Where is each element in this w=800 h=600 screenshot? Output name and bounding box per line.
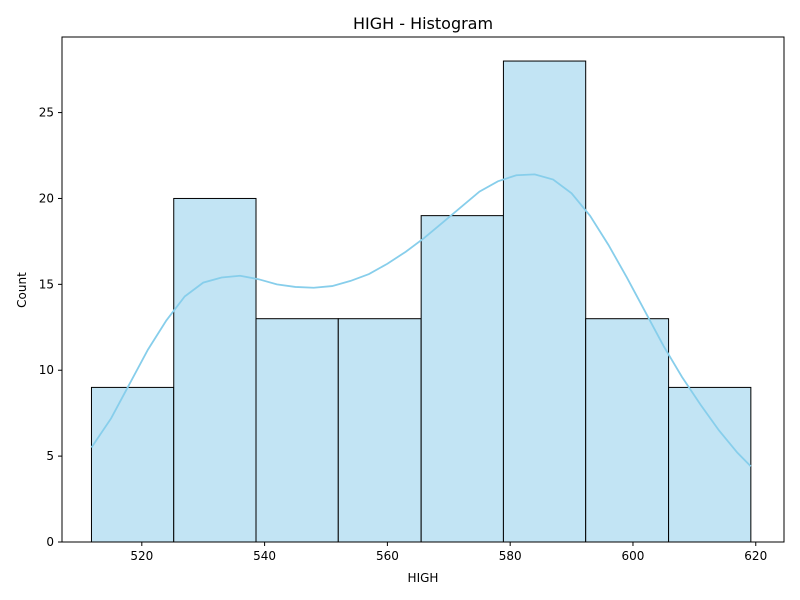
y-tick-label: 0: [46, 535, 54, 549]
x-tick-label: 580: [499, 549, 522, 563]
y-tick-label: 25: [39, 106, 54, 120]
histogram-bar-5: [420, 215, 504, 543]
y-tick-label: 10: [39, 363, 54, 377]
y-tick-label: 15: [39, 277, 54, 291]
x-tick-label: 620: [744, 549, 767, 563]
y-tick-label: 5: [46, 449, 54, 463]
histogram-bar-4: [337, 318, 422, 543]
y-axis-ticks: 0 5 10 15 20 25: [39, 106, 62, 549]
y-axis-label: Count: [15, 272, 29, 308]
kde-group: [90, 173, 752, 468]
x-tick-label: 600: [622, 549, 645, 563]
bars-group: [90, 60, 752, 543]
x-tick-label: 520: [130, 549, 153, 563]
histogram-bar-7: [585, 318, 670, 543]
y-tick-label: 20: [39, 191, 54, 205]
kde-line: [90, 173, 752, 468]
x-axis-label: HIGH: [408, 571, 439, 585]
x-axis-ticks: 520 540 560 580 600 620: [130, 542, 767, 563]
histogram-bar-8: [668, 386, 752, 543]
histogram-bar-2: [173, 197, 257, 543]
histogram-bar-6: [502, 60, 587, 543]
chart-title: HIGH - Histogram: [353, 14, 493, 33]
histogram-bar-1: [90, 386, 175, 543]
histogram-bar-3: [255, 318, 339, 543]
plot-frame: [61, 36, 785, 543]
x-tick-label: 540: [253, 549, 276, 563]
x-tick-label: 560: [376, 549, 399, 563]
